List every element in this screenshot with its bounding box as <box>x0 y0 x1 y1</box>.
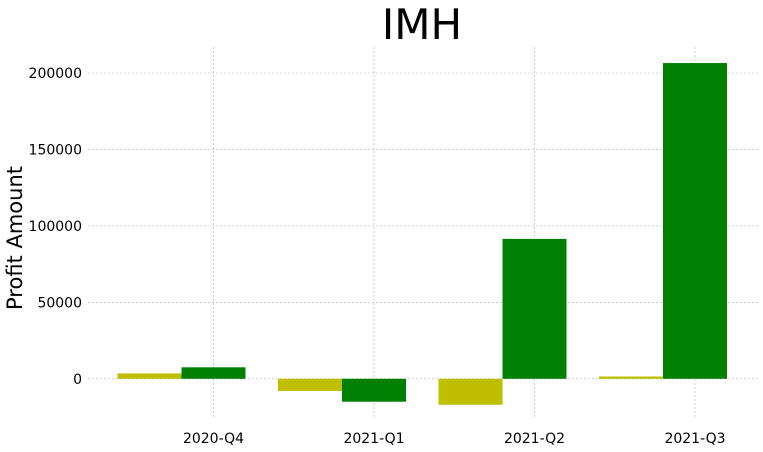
x-tick-label: 2021-Q2 <box>504 431 565 447</box>
bar-series2-2021-Q2 <box>502 238 567 379</box>
bar-series2-2021-Q1 <box>342 378 406 402</box>
bar-series1-2020-Q4 <box>117 373 182 379</box>
y-tick-label: 200000 <box>29 66 82 82</box>
bar-series2-2021-Q3 <box>663 63 727 379</box>
y-tick-label: 50000 <box>37 295 82 311</box>
bar-series1-2021-Q2 <box>438 378 503 405</box>
x-tick-label: 2021-Q1 <box>343 431 404 447</box>
x-tick-label: 2020-Q4 <box>183 431 244 447</box>
y-axis-label: Profit Amount <box>3 166 27 310</box>
y-tick-label: 150000 <box>29 142 82 158</box>
chart-title: IMH <box>382 0 462 49</box>
y-ticks: 0 50000 100000 150000 200000 <box>29 66 82 388</box>
bar-series1-2021-Q1 <box>278 378 342 392</box>
x-tick-label: 2021-Q3 <box>664 431 725 447</box>
y-tick-label: 100000 <box>29 219 82 235</box>
bar-series2-2020-Q4 <box>181 367 246 379</box>
bar-series1-2021-Q3 <box>599 376 663 379</box>
x-ticks: 2020-Q4 2021-Q1 2021-Q2 2021-Q3 <box>183 431 726 447</box>
bars <box>117 63 727 405</box>
grid <box>88 47 758 417</box>
y-tick-label: 0 <box>73 372 82 388</box>
